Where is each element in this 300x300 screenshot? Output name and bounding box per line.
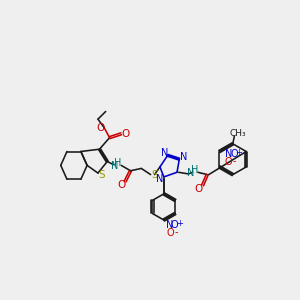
Text: O: O [230,149,238,159]
Text: +: + [176,219,183,228]
Text: N: N [225,149,232,159]
Text: O: O [118,180,126,190]
Text: H: H [114,158,122,168]
Text: N: N [166,220,173,230]
Text: N: N [156,174,164,184]
Text: O: O [166,228,174,238]
Text: N: N [110,161,118,171]
Text: O: O [96,123,104,133]
Text: N: N [179,152,187,162]
Text: O: O [195,184,203,194]
Text: O: O [171,220,178,230]
Text: CH₃: CH₃ [229,128,246,137]
Text: H: H [191,165,199,175]
Text: -: - [175,227,178,237]
Text: S: S [98,169,105,180]
Text: +: + [235,148,242,157]
Text: S: S [151,170,158,180]
Text: O: O [121,129,129,139]
Text: O: O [225,157,232,166]
Text: N: N [187,168,195,178]
Text: -: - [232,156,236,166]
Text: N: N [161,148,168,158]
